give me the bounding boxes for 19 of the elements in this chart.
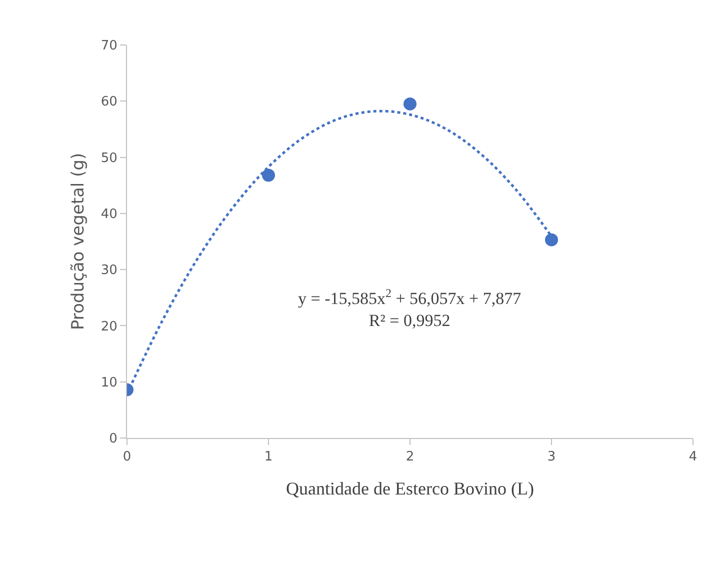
- x-tick-label: 1: [264, 450, 273, 465]
- x-tick-label: 3: [547, 450, 556, 465]
- y-axis-title: Produção vegetal (g): [68, 152, 88, 330]
- y-tick-label: 0: [109, 432, 118, 447]
- x-tick-label: 4: [688, 450, 698, 465]
- x-tick-label: 0: [122, 450, 132, 465]
- point: [545, 233, 558, 246]
- y-tick-label: 50: [100, 150, 118, 166]
- y-tick-label: 40: [100, 206, 118, 222]
- y-tick-label: 10: [100, 375, 118, 390]
- annotation: y = -15,585x$^{2}$ + 56,057x + 7,877 R² = 0,9952: [298, 286, 522, 330]
- point: [262, 168, 275, 182]
- y-tick-label: 30: [100, 263, 118, 278]
- y-tick-label: 60: [100, 94, 118, 110]
- point: [404, 97, 416, 110]
- y-tick-label: 20: [100, 319, 118, 334]
- x-axis-title: Quantidade de Esterco Bovino (L): [286, 478, 534, 499]
- x-tick-label: 2: [406, 450, 414, 465]
- y-tick-label: 70: [100, 38, 118, 54]
